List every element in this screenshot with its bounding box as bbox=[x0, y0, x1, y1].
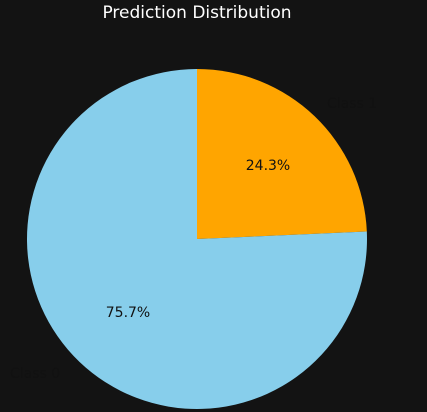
pie-slice-class-0 bbox=[26, 69, 367, 409]
pie-slice-class-1 bbox=[197, 69, 367, 239]
slice-percent-class-1: 24.3% bbox=[246, 158, 290, 174]
slice-percent-class-0: 75.7% bbox=[106, 305, 150, 321]
pie-slices bbox=[26, 69, 367, 409]
chart-title: Prediction Distribution bbox=[102, 3, 291, 23]
slice-label-class-0: Class 0 bbox=[10, 366, 60, 382]
slice-label-class-1: Class 1 bbox=[327, 96, 377, 112]
